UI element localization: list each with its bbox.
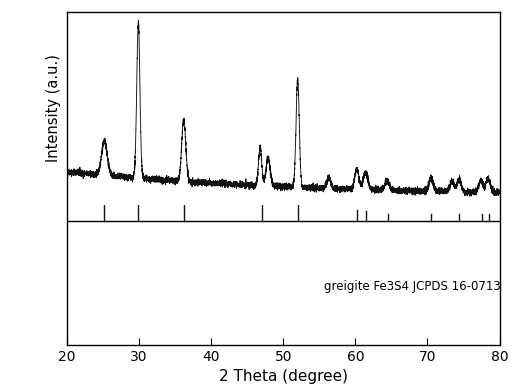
X-axis label: 2 Theta (degree): 2 Theta (degree) [219,369,348,385]
Text: greigite Fe3S4 JCPDS 16-0713: greigite Fe3S4 JCPDS 16-0713 [324,279,501,293]
Y-axis label: Intensity (a.u.): Intensity (a.u.) [46,54,61,162]
